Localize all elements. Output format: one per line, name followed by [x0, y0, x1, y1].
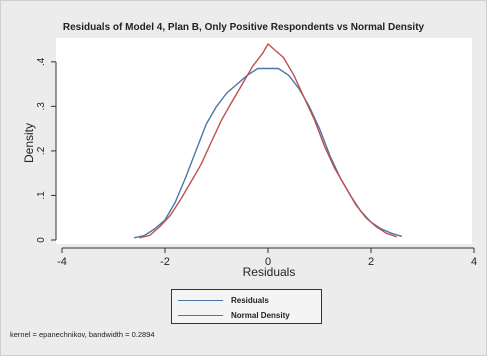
x-tick-label: -4 — [57, 256, 67, 268]
y-tick-label: .4 — [36, 57, 47, 66]
plot-area — [56, 38, 472, 244]
x-tick-label: 4 — [471, 256, 477, 268]
x-tick-label: 0 — [265, 256, 271, 268]
legend: Residuals Normal Density — [171, 289, 322, 324]
legend-label-residuals: Residuals — [231, 295, 269, 305]
y-tick-label: 0 — [36, 237, 47, 243]
legend-item-residuals: Residuals — [178, 293, 269, 307]
y-tick-label: .3 — [36, 102, 47, 111]
y-tick-label: .2 — [36, 146, 47, 155]
y-axis-label: Density — [22, 123, 36, 163]
y-tick-label: .1 — [36, 191, 47, 200]
kernel-note: kernel = epanechnikov, bandwidth = 0.289… — [10, 330, 155, 339]
legend-swatch-residuals — [178, 299, 223, 301]
x-tick-label: 2 — [368, 256, 374, 268]
x-tick-label: -2 — [160, 256, 170, 268]
legend-label-normal-density: Normal Density — [231, 310, 290, 320]
legend-swatch-normal-density — [178, 314, 223, 316]
chart-title: Residuals of Model 4, Plan B, Only Posit… — [62, 22, 425, 33]
series-line-normal-density — [139, 43, 398, 239]
legend-item-normal-density: Normal Density — [178, 308, 290, 322]
x-axis-label: Residuals — [243, 265, 296, 279]
